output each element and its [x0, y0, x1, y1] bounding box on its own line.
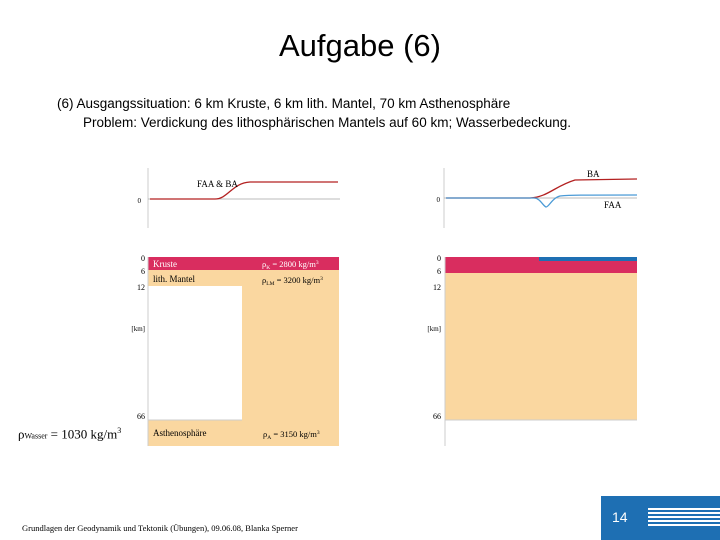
right-depth-tick-0: 0 [437, 254, 441, 263]
left-depth-tick-12: 12 [137, 283, 145, 292]
right-faa-curve [446, 194, 638, 208]
right-depth-unit: [km] [427, 325, 441, 333]
right-crust-left [445, 257, 539, 273]
slide-title: Aufgabe (6) [279, 28, 441, 63]
description-line-1: (6) Ausgangssituation: 6 km Kruste, 6 km… [57, 96, 511, 111]
left-label-rho-mantel: ρLM = 3200 kg/m3 [262, 275, 323, 287]
right-depth-tick-66: 66 [433, 412, 441, 421]
left-profile-label: FAA & BA [197, 179, 238, 189]
right-water-layer [539, 257, 637, 261]
right-depth-tick-12: 12 [433, 283, 441, 292]
left-asthenosphere [148, 420, 339, 446]
left-mantle-thin [148, 270, 339, 286]
left-depth-unit: [km] [131, 325, 145, 333]
left-gravity-profile: 0 FAA & BA [138, 168, 340, 228]
page-number-box [601, 496, 720, 540]
left-mantle-root [242, 286, 339, 420]
left-profile-curve [150, 181, 338, 200]
left-crust-layer [148, 257, 339, 270]
right-label-faa: FAA [604, 200, 622, 210]
right-cross-section: 0 6 12 66 [km] [427, 254, 637, 446]
left-label-mantel: lith. Mantel [153, 274, 195, 284]
right-label-ba: BA [587, 169, 600, 179]
wasser-density-label: ρWasser = 1030 kg/m3 [18, 426, 122, 442]
description-line-2: Problem: Verdickung des lithosphärischen… [83, 115, 572, 130]
right-depth-tick-6: 6 [437, 267, 441, 276]
page-number: 14 [612, 509, 628, 525]
right-crust-right [539, 261, 637, 273]
left-cross-section: 0 6 12 66 [km] Kruste ρK = 2800 kg/m3 li… [131, 254, 339, 446]
footer-text: Grundlagen der Geodynamik und Tektonik (… [22, 523, 298, 533]
left-label-rho-kruste: ρK = 2800 kg/m3 [262, 259, 319, 271]
left-profile-zero: 0 [138, 197, 142, 205]
logo-stripes [648, 508, 720, 530]
left-label-asthenosphaere: Asthenosphäre [153, 428, 207, 438]
left-depth-tick-66: 66 [137, 412, 145, 421]
left-label-rho-asth: ρA = 3150 kg/m3 [263, 429, 320, 441]
left-depth-tick-0: 0 [141, 254, 145, 263]
right-mantle [445, 273, 637, 420]
left-label-kruste: Kruste [153, 259, 177, 269]
right-profile-zero: 0 [437, 196, 441, 204]
left-depth-tick-6: 6 [141, 267, 145, 276]
right-gravity-profile: 0 BA FAA [437, 168, 638, 228]
